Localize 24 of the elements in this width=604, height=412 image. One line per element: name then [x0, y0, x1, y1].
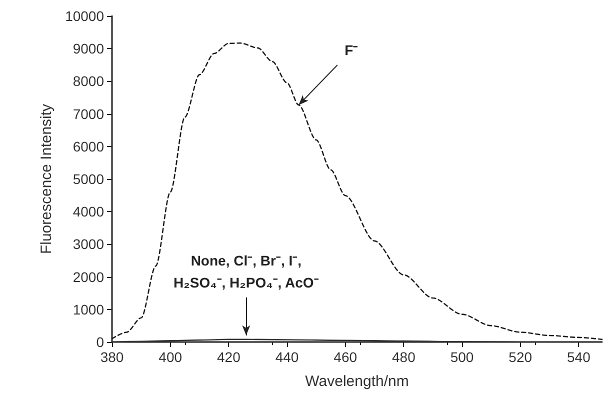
x-tick-label: 440: [275, 349, 299, 365]
y-tick-label: 5000: [72, 171, 104, 187]
x-tick-label: 460: [334, 349, 358, 365]
y-tick-label: 4000: [72, 204, 104, 220]
y-tick-label: 10000: [65, 8, 104, 24]
x-tick-label: 480: [392, 349, 416, 365]
y-tick-label: 7000: [72, 106, 104, 122]
annotation: F⁻: [344, 42, 358, 58]
x-tick-label: 420: [216, 349, 241, 365]
y-tick-label: 6000: [72, 138, 104, 154]
x-axis-title: Wavelength/nm: [305, 373, 409, 390]
x-tick-label: 520: [508, 349, 532, 365]
y-tick-label: 9000: [72, 40, 104, 57]
y-tick-label: 1000: [72, 301, 104, 318]
y-tick-label: 2000: [72, 268, 104, 285]
x-tick-label: 380: [100, 349, 124, 365]
y-tick-label: 3000: [72, 236, 104, 252]
x-tick-label: 400: [158, 349, 182, 365]
y-axis-title: Fluorescence Intensity: [38, 103, 55, 254]
annotation: None, Cl⁻, Br⁻, I⁻, H₂SO₄⁻, H₂PO₄⁻, AcO⁻: [174, 252, 319, 290]
y-tick-label: 0: [96, 334, 104, 350]
x-tick-label: 540: [566, 349, 591, 365]
x-tick-label: 500: [450, 349, 474, 365]
y-tick-label: 8000: [72, 73, 104, 90]
